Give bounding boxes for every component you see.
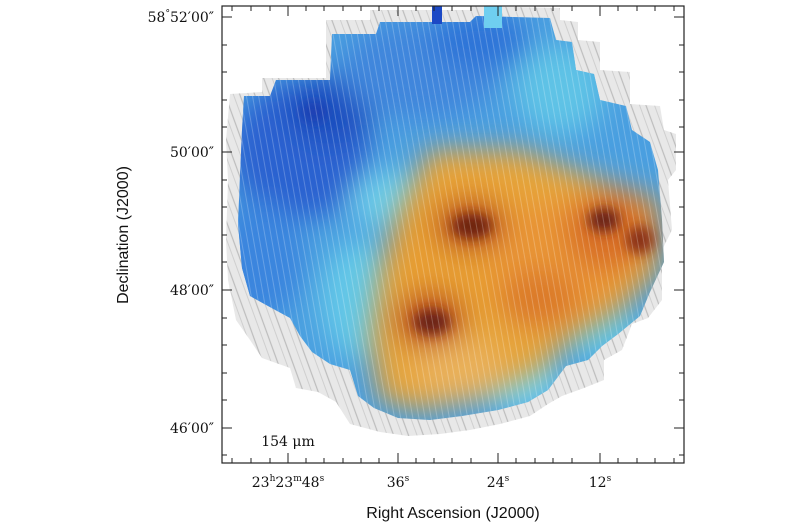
x-tick-label-36: 36s <box>387 474 410 491</box>
tick-marks <box>222 6 684 463</box>
y-tick-label-46: 46′00″ <box>170 421 214 437</box>
x-tick-label-12: 12s <box>589 474 612 491</box>
x-tick-label-24: 24s <box>487 474 510 491</box>
x-tick-label-48: 23h23m48s <box>252 474 325 491</box>
y-tick-label-48: 48′00″ <box>170 283 214 299</box>
x-axis-label: Right Ascension (J2000) <box>366 505 539 522</box>
wavelength-label: 154 μm <box>261 434 315 450</box>
y-tick-labels: 58°52′00″ 50′00″ 48′00″ 46′00″ <box>148 9 214 437</box>
x-tick-labels: 23h23m48s 36s 24s 12s <box>252 474 612 491</box>
intensity-map <box>238 16 664 420</box>
y-tick-label-58-52: 58°52′00″ <box>148 9 214 26</box>
y-tick-label-50: 50′00″ <box>170 145 214 161</box>
y-axis-label: Declination (J2000) <box>115 166 132 304</box>
